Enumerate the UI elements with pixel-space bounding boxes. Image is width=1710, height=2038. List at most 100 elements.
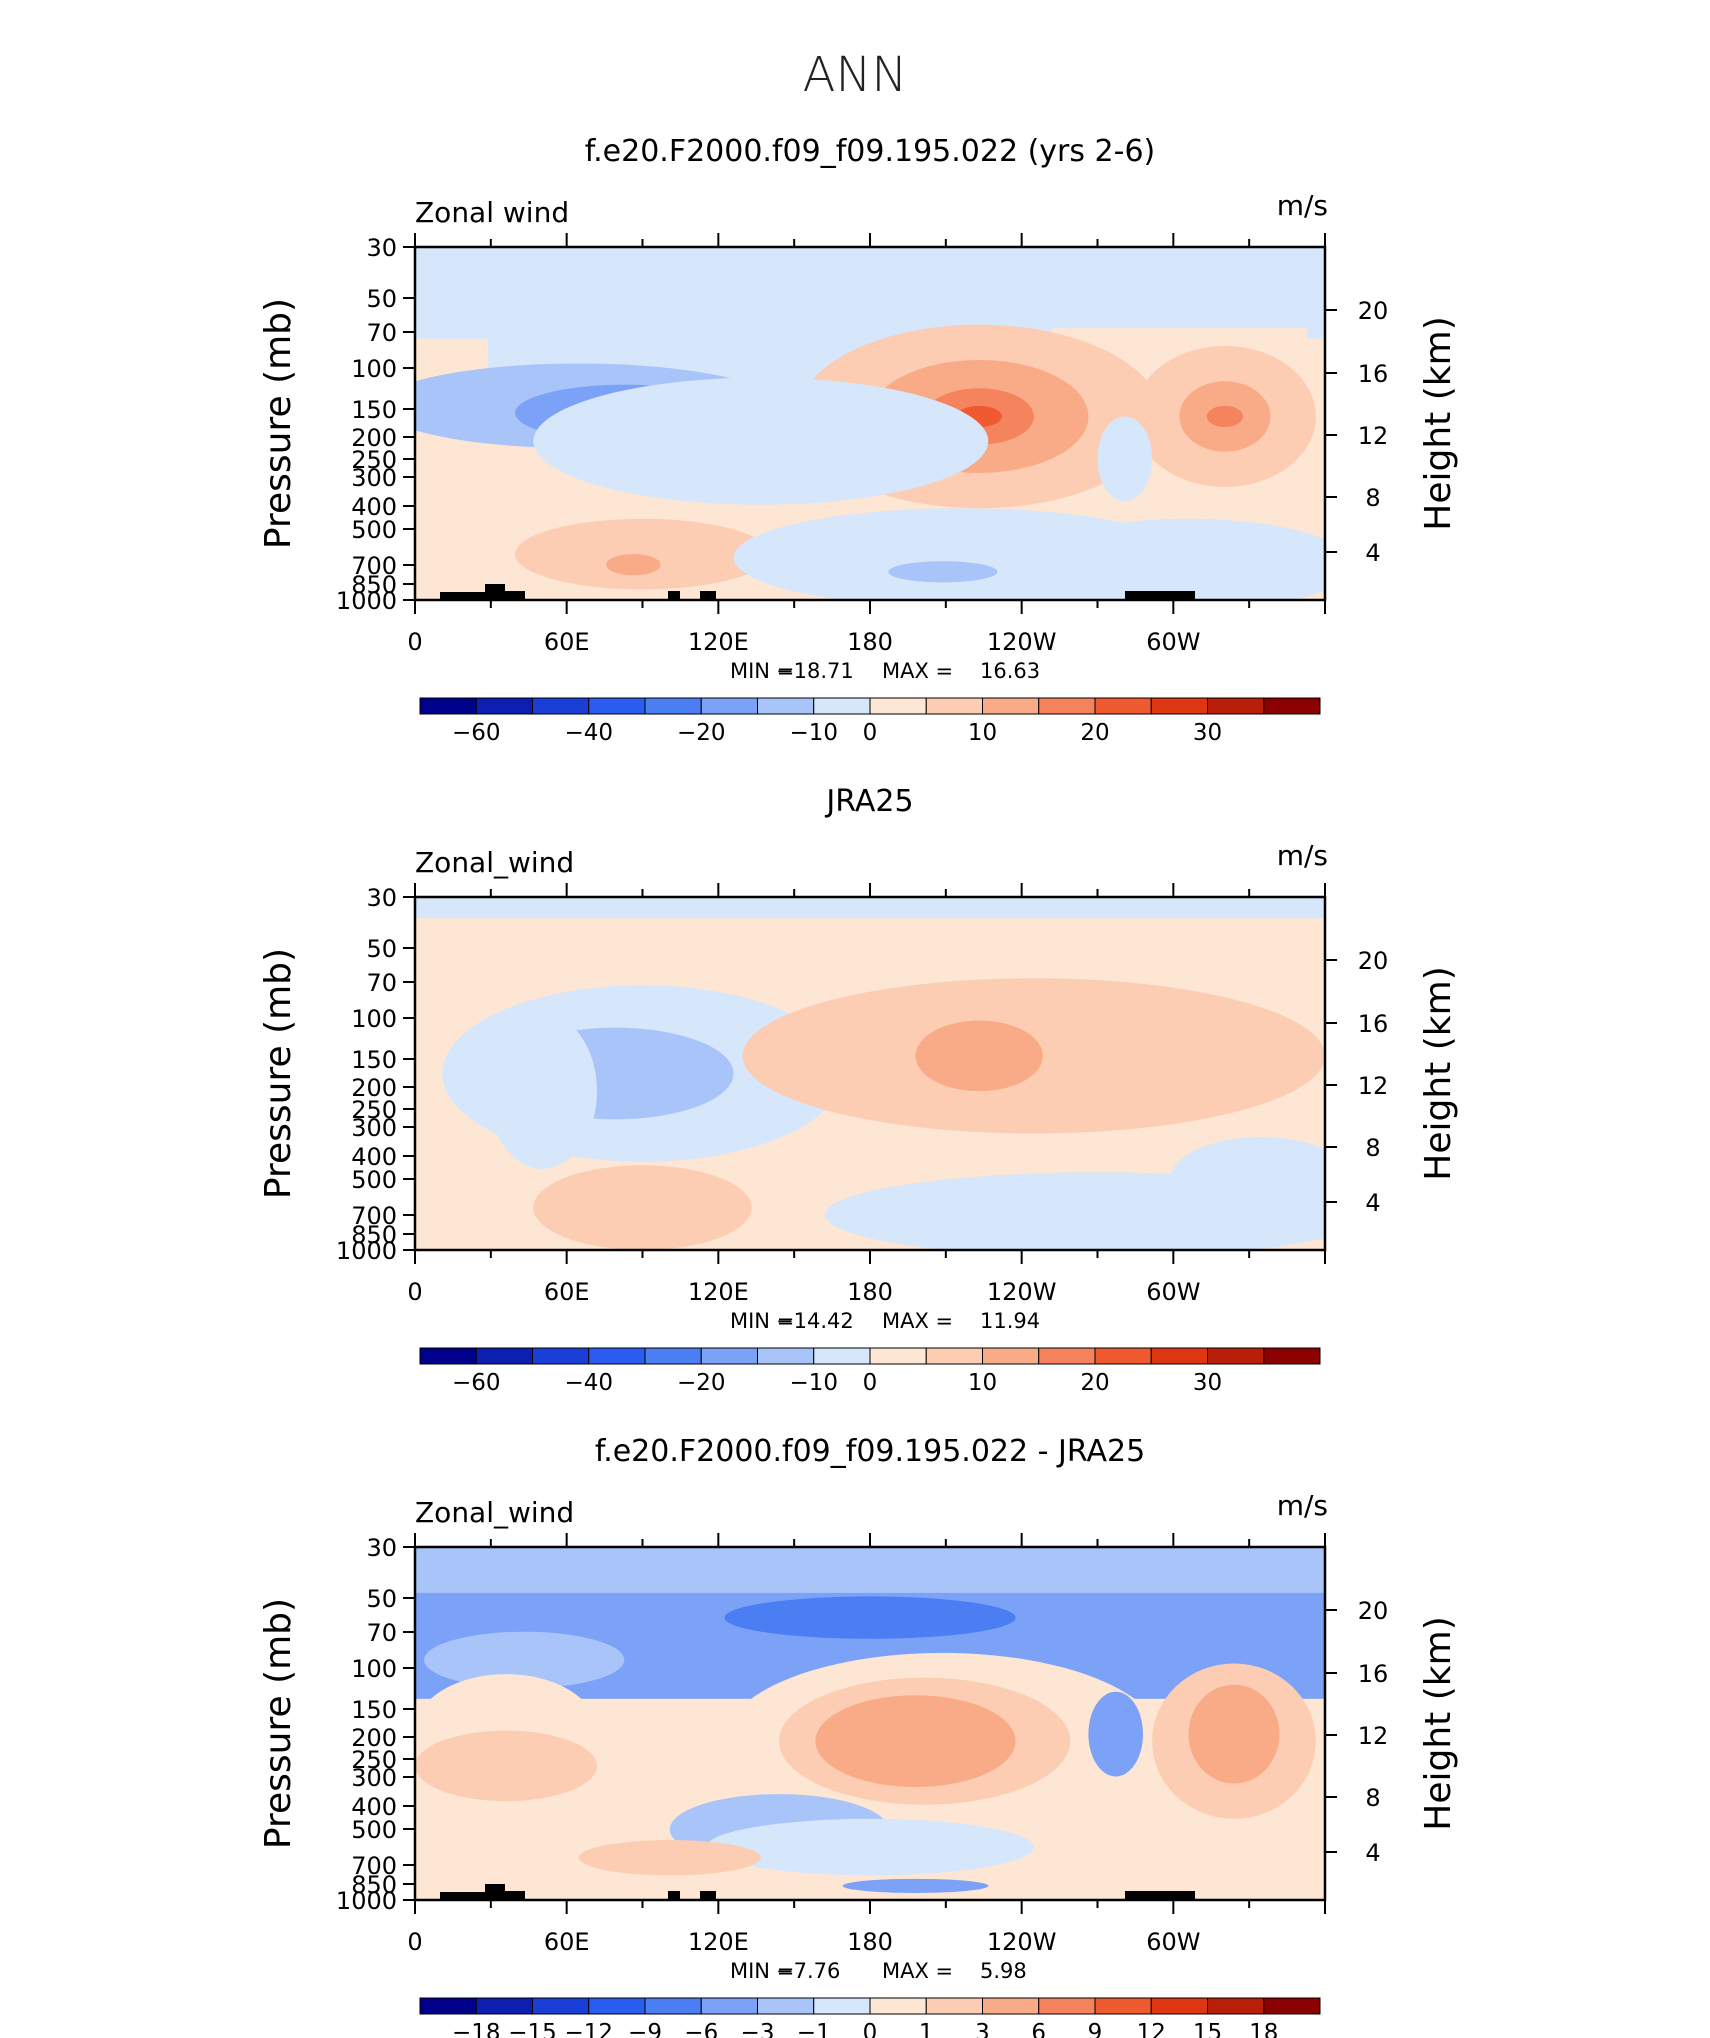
variable-label: Zonal_wind [415,1496,574,1529]
colorbar-swatch [813,1997,871,2015]
lon-tick-label: 0 [407,628,422,656]
pressure-tick-label: 850 [351,1221,397,1249]
pressure-tick-label: 30 [366,234,397,262]
topography [485,1884,505,1900]
colorbar-swatch [1150,1997,1208,2015]
units-label: m/s [1277,189,1328,222]
colorbar-tick-label: −9 [628,2020,662,2038]
colorbar-swatch [1094,1347,1152,1365]
pressure-tick-label: 1000 [336,587,397,615]
colorbar-swatch [1263,1347,1321,1365]
lon-tick-label: 120W [987,1278,1057,1306]
contour-region [415,897,1325,919]
topography [1125,1891,1195,1900]
lon-tick-label: 60W [1146,628,1200,656]
contour-region [1024,518,1325,600]
panel-title: f.e20.F2000.f09_f09.195.022 - JRA25 [595,1434,1145,1469]
colorbar-tick-label: 18 [1249,2020,1278,2038]
pressure-tick-label: 1000 [336,1237,397,1265]
height-tick-label: 20 [1358,1597,1389,1625]
colorbar-swatch [700,697,758,715]
contour-region [415,1730,597,1802]
pressure-tick-label: 850 [351,1871,397,1899]
max-value: 16.63 [980,659,1040,683]
lon-tick-label: 60E [544,1278,590,1306]
lon-tick-label: 0 [407,1278,422,1306]
y-axis-label: Pressure (mb) [258,298,299,549]
colorbar-swatch [869,1997,927,2015]
topography [668,1891,680,1900]
colorbar-tick-label: −60 [452,1370,501,1396]
max-label: MAX = [882,1959,953,1983]
pressure-tick-label: 150 [351,396,397,424]
units-label: m/s [1277,1489,1328,1522]
pressure-tick-label: 850 [351,571,397,599]
pressure-tick-label: 300 [351,464,397,492]
contour-field [415,247,1325,600]
contour-region [706,1818,1034,1876]
main-title: ANN [803,47,908,103]
topography [1125,591,1195,600]
variable-label: Zonal wind [415,196,569,229]
pressure-tick-label: 200 [351,424,397,452]
colorbar-swatch [475,1347,533,1365]
contour-region [815,1695,1016,1788]
colorbar-tick-label: 20 [1080,1370,1109,1396]
contour-field [415,897,1325,1250]
colorbar-swatch [419,1347,477,1365]
height-tick-label: 8 [1365,484,1380,512]
colorbar-swatch [813,697,871,715]
contour-region [724,1596,1016,1639]
pressure-tick-label: 50 [366,285,397,313]
colorbar-swatch [475,697,533,715]
pressure-tick-label: 700 [351,1852,397,1880]
colorbar-swatch [700,1347,758,1365]
pressure-tick-label: 70 [366,319,397,347]
colorbar-swatch [1038,1347,1096,1365]
topography [505,1891,525,1900]
colorbar-swatch [869,697,927,715]
contour-region [515,518,770,590]
pressure-tick-label: 400 [351,1793,397,1821]
colorbar-swatch [1207,1347,1265,1365]
pressure-tick-label: 100 [351,1005,397,1033]
lon-tick-label: 60W [1146,1278,1200,1306]
colorbar-swatch [1150,1347,1208,1365]
colorbar-swatch [532,1347,590,1365]
min-value: −7.76 [776,1959,840,1983]
height-tick-label: 20 [1358,297,1389,325]
lon-tick-label: 180 [847,628,893,656]
colorbar-tick-label: −12 [564,2020,613,2038]
max-label: MAX = [882,659,953,683]
colorbar-tick-label: 15 [1193,2020,1222,2038]
y2-axis-label: Height (km) [1418,1616,1459,1830]
contour-field [415,1547,1325,1900]
colorbar-swatch [644,1997,702,2015]
colorbar-swatch [757,1997,815,2015]
colorbar-swatch [419,697,477,715]
colorbar-tick-label: 0 [863,720,878,746]
height-tick-label: 4 [1365,539,1380,567]
colorbar-swatch [1094,1997,1152,2015]
pressure-tick-label: 250 [351,446,397,474]
colorbar-swatch [588,697,646,715]
y2-axis-label: Height (km) [1418,966,1459,1180]
colorbar-swatch [644,1347,702,1365]
contour-region [487,1013,597,1169]
lon-tick-label: 120W [987,1928,1057,1956]
contour-region [915,1020,1043,1092]
pressure-tick-label: 200 [351,1724,397,1752]
colorbar-tick-label: −40 [564,720,613,746]
pressure-tick-label: 700 [351,1202,397,1230]
colorbar-tick-label: −10 [789,1370,838,1396]
lon-tick-label: 60E [544,628,590,656]
colorbar-tick-label: 30 [1193,720,1222,746]
colorbar-tick-label: −60 [452,720,501,746]
pressure-tick-label: 150 [351,1046,397,1074]
topography [485,584,505,600]
contour-region [533,1165,752,1250]
topography [440,1892,490,1900]
contour-region [1170,1137,1325,1222]
colorbar-tick-label: 0 [863,1370,878,1396]
